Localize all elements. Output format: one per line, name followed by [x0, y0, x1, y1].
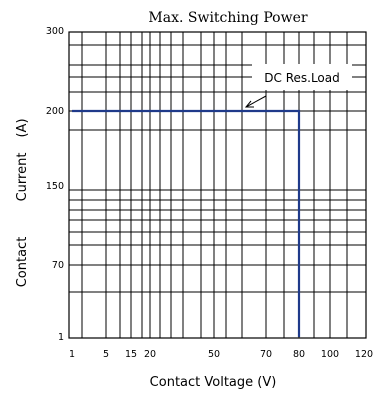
x-tick-label: 20 — [144, 349, 156, 360]
annotation-label: DC Res.Load — [264, 71, 339, 85]
x-tick-label: 15 — [125, 349, 137, 360]
x-tick-label: 120 — [355, 349, 373, 360]
y-tick-label: 1 — [58, 332, 64, 343]
y-tick-label: 300 — [46, 26, 64, 37]
x-tick-label: 1 — [69, 349, 75, 360]
x-tick-label: 100 — [321, 349, 339, 360]
x-axis-label: Contact Voltage (V) — [150, 375, 277, 390]
y-axis-label-word-2: Current — [15, 153, 30, 202]
y-tick-label: 150 — [46, 181, 64, 192]
grid — [69, 32, 366, 338]
x-tick-label: 80 — [293, 349, 305, 360]
x-tick-label: 5 — [103, 349, 109, 360]
annotation-layer: DC Res.Load — [244, 64, 352, 108]
plot-frame — [68, 31, 367, 339]
x-axis-ticks: 1 5 15 20 50 70 80 100 120 — [69, 349, 373, 360]
y-tick-label: 200 — [46, 106, 64, 117]
y-tick-label: 70 — [52, 260, 64, 271]
series-line — [72, 109, 301, 337]
chart-title: Max. Switching Power — [148, 10, 307, 26]
y-axis-ticks: 1 70 150 200 300 — [46, 26, 64, 343]
y-axis-label-word-3: (A) — [15, 118, 30, 137]
annotation-arrowhead — [244, 100, 254, 108]
annotation-box — [252, 64, 352, 90]
y-axis-label-word-1: Contact — [15, 237, 30, 288]
y-axis-label: Contact Current (A) — [15, 118, 30, 287]
x-tick-label: 70 — [260, 349, 272, 360]
annotation-arrow — [245, 95, 267, 108]
series-layer — [72, 109, 301, 337]
x-tick-label: 50 — [208, 349, 220, 360]
